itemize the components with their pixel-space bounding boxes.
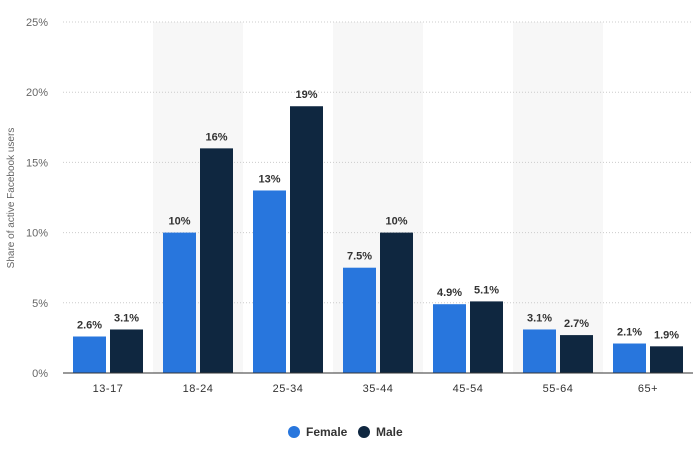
x-tick-label: 25-34 [273, 383, 304, 395]
bar-male-13-17[interactable] [110, 329, 143, 373]
data-label-female-25-34: 13% [258, 173, 280, 185]
data-label-male-45-54: 5.1% [474, 284, 499, 296]
y-tick-label: 5% [32, 298, 48, 310]
data-label-male-18-24: 16% [205, 131, 227, 143]
bar-male-25-34[interactable] [290, 106, 323, 374]
legend-marker-female[interactable] [288, 426, 300, 438]
y-tick-label: 0% [32, 368, 48, 380]
legend-label-male[interactable]: Male [376, 425, 403, 439]
bar-male-65+[interactable] [650, 346, 683, 373]
legend-marker-male[interactable] [358, 426, 370, 438]
x-tick-label: 55-64 [543, 383, 574, 395]
band-layer [153, 22, 603, 373]
y-axis-title: Share of active Facebook users [6, 128, 17, 269]
data-label-layer: 2.6% 3.1% 10% 16% 13% 19% 7.5% 10% 4.9% 5.1% 3.1% 2… [77, 89, 679, 341]
category-band [513, 22, 603, 373]
x-tick-label: 65+ [638, 383, 658, 395]
data-label-male-25-34: 19% [295, 89, 317, 101]
y-tick-label: 25% [26, 17, 48, 29]
data-label-female-65+: 2.1% [617, 327, 642, 339]
legend: Female Male [288, 425, 403, 439]
x-tick-label: 35-44 [363, 383, 394, 395]
bar-female-65+[interactable] [613, 343, 646, 373]
y-tick-label: 20% [26, 87, 48, 99]
bar-female-25-34[interactable] [253, 190, 286, 373]
bar-layer [73, 106, 683, 374]
data-label-female-45-54: 4.9% [437, 287, 462, 299]
y-tick-layer: 0% 5% 10% 15% 20% 25% [26, 17, 48, 380]
data-label-male-55-64: 2.7% [564, 318, 589, 330]
bar-male-35-44[interactable] [380, 232, 413, 373]
data-label-female-13-17: 2.6% [77, 319, 102, 331]
bar-female-18-24[interactable] [163, 232, 196, 373]
data-label-male-13-17: 3.1% [114, 312, 139, 324]
legend-label-female[interactable]: Female [306, 425, 348, 439]
bar-female-45-54[interactable] [433, 304, 466, 373]
x-tick-label: 13-17 [93, 383, 124, 395]
data-label-male-65+: 1.9% [654, 329, 679, 341]
bar-female-35-44[interactable] [343, 267, 376, 373]
data-label-female-18-24: 10% [168, 216, 190, 228]
y-tick-label: 10% [26, 228, 48, 240]
data-label-female-35-44: 7.5% [347, 251, 372, 263]
x-tick-layer: 13-17 18-24 25-34 35-44 45-54 55-64 65+ [93, 383, 658, 395]
y-tick-label: 15% [26, 157, 48, 169]
bar-male-18-24[interactable] [200, 148, 233, 373]
data-label-male-35-44: 10% [385, 216, 407, 228]
data-label-female-55-64: 3.1% [527, 312, 552, 324]
bar-male-45-54[interactable] [470, 301, 503, 373]
bar-male-55-64[interactable] [560, 335, 593, 373]
x-tick-label: 45-54 [453, 383, 484, 395]
x-tick-label: 18-24 [183, 383, 214, 395]
bar-female-13-17[interactable] [73, 336, 106, 373]
bar-female-55-64[interactable] [523, 329, 556, 373]
